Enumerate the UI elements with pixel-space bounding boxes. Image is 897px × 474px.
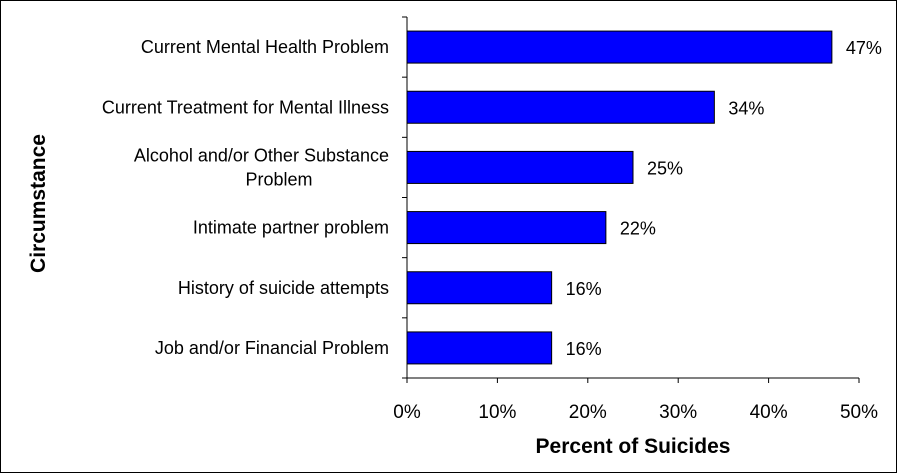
- category-label: Problem: [245, 169, 312, 189]
- bar: [406, 90, 715, 124]
- category-label: Alcohol and/or Other Substance: [134, 145, 389, 165]
- category-label: Current Mental Health Problem: [141, 37, 389, 57]
- y-axis-title: Circumstance: [27, 134, 50, 273]
- category-label: History of suicide attempts: [178, 278, 389, 298]
- data-label: 16%: [566, 339, 602, 359]
- data-label: 25%: [647, 158, 683, 178]
- bars-group: [406, 30, 833, 365]
- bar: [406, 271, 553, 305]
- data-label: 22%: [620, 219, 656, 239]
- x-tick-label: 20%: [569, 402, 607, 423]
- data-label: 34%: [728, 98, 764, 118]
- data-label: 16%: [566, 279, 602, 299]
- labels-group: 47% Current Mental Health Problem 34% Curre…: [102, 37, 882, 359]
- x-tick-label: 0%: [393, 402, 421, 423]
- category-label: Job and/or Financial Problem: [155, 338, 389, 358]
- x-tick-label: 40%: [750, 402, 788, 423]
- bar: [406, 211, 607, 245]
- axes-group: 0% 10% 20% 30% 40% 50%: [393, 16, 878, 423]
- bar: [406, 150, 634, 184]
- x-tick-label: 30%: [659, 402, 697, 423]
- data-label: 47%: [846, 38, 882, 58]
- category-label: Intimate partner problem: [193, 218, 389, 238]
- bar: [406, 30, 833, 64]
- x-tick-label: 10%: [478, 402, 516, 423]
- category-label: Current Treatment for Mental Illness: [102, 97, 389, 117]
- x-tick-label: 50%: [840, 402, 878, 423]
- x-axis-title: Percent of Suicides: [536, 435, 731, 458]
- bar: [406, 331, 553, 365]
